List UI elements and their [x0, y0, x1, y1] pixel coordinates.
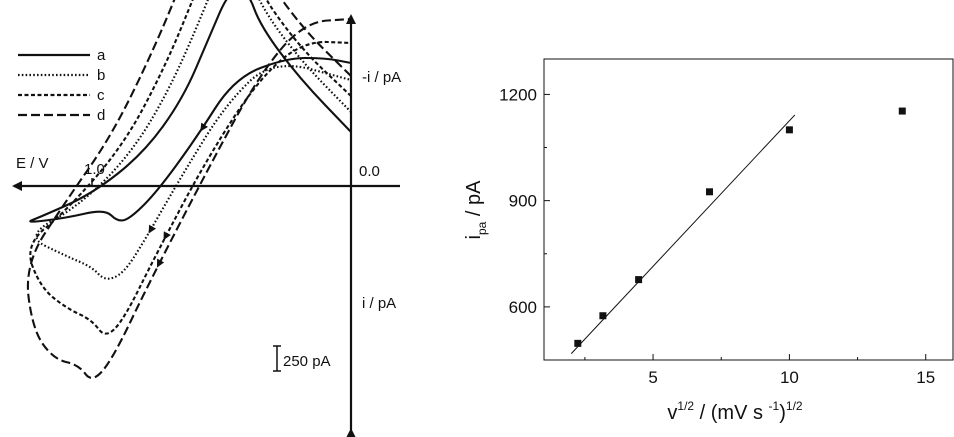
cv-origin-label: 0.0	[359, 163, 380, 180]
cv-x-tick-label: 1.0	[84, 161, 105, 178]
current-scale-bar	[273, 345, 281, 372]
legend-label-b: b	[97, 67, 105, 84]
scatter-y-axis-label: ipa / pA	[463, 180, 489, 240]
fit-line	[570, 114, 796, 354]
data-point	[635, 276, 643, 284]
legend-label-c: c	[97, 87, 105, 104]
cv-curve-d	[26, 0, 352, 379]
scale-bar-label: 250 pA	[283, 353, 331, 370]
x-tick-label: 5	[648, 368, 657, 387]
y-tick-label: 600	[509, 298, 537, 317]
data-point	[785, 126, 793, 134]
data-point	[574, 339, 582, 347]
x-tick-label: 15	[916, 368, 935, 387]
data-point	[898, 107, 906, 115]
cv-x-axis-label: E / V	[16, 155, 49, 172]
scan-direction-arrow-b	[148, 224, 157, 234]
scatter-plot-frame	[543, 58, 954, 361]
y-tick-label: 900	[509, 192, 537, 211]
peak-current-scatter-chart: 5 10 15 600 900 1200 v1/2 / (mV s -1)1/2 ipa …	[463, 58, 954, 424]
scatter-x-axis-label: v1/2 / (mV s -1)1/2	[667, 399, 802, 424]
data-point	[599, 312, 607, 320]
linear-fit-line	[570, 114, 796, 354]
cv-y-up-label: -i / pA	[362, 69, 401, 86]
legend-label-d: d	[97, 107, 105, 124]
x-tick-label: 10	[780, 368, 799, 387]
scatter-points	[574, 107, 906, 347]
cv-y-down-label: i / pA	[362, 295, 396, 312]
legend-label-a: a	[97, 47, 106, 64]
scatter-ticks: 5 10 15 600 900 1200	[499, 85, 935, 387]
data-point	[706, 188, 714, 196]
cv-curves	[26, 0, 352, 379]
cv-curve-c	[29, 0, 352, 335]
y-tick-label: 1200	[499, 85, 537, 104]
